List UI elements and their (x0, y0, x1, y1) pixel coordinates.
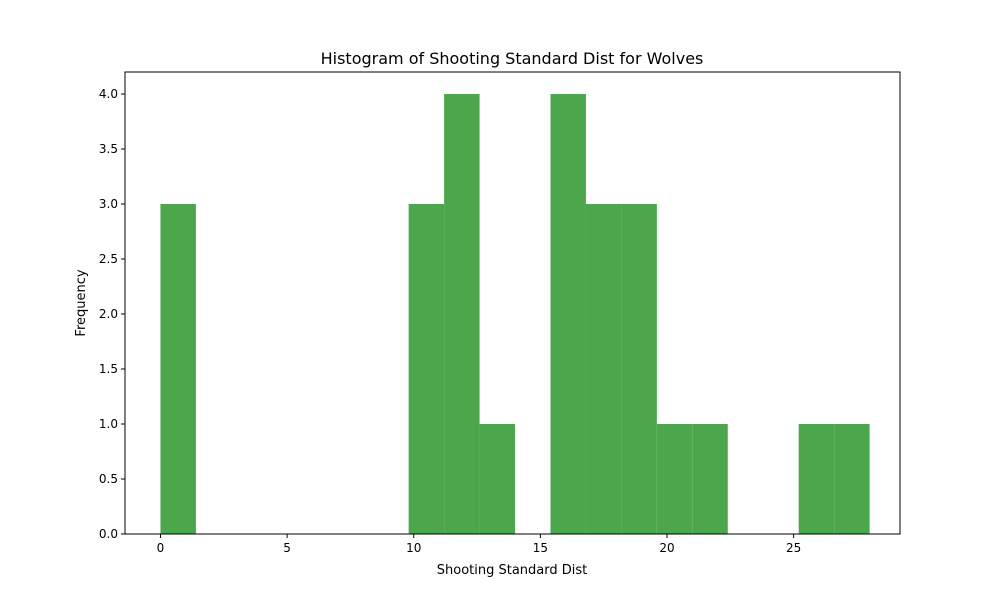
chart-title: Histogram of Shooting Standard Dist for … (321, 49, 704, 68)
y-axis: 0.0 0.5 1.0 1.5 2.0 2.5 3.0 3.5 4.0 (99, 87, 125, 541)
histogram-bar (550, 94, 586, 534)
y-tick-label: 0.5 (99, 472, 118, 486)
y-tick-label: 4.0 (99, 87, 118, 101)
y-tick-label: 0.0 (99, 527, 118, 541)
histogram-bar (585, 204, 622, 534)
x-axis-label: Shooting Standard Dist (437, 563, 588, 578)
y-tick-label: 3.5 (99, 142, 118, 156)
histogram-bar (408, 204, 445, 534)
histogram-bar (834, 424, 870, 534)
y-tick-label: 1.0 (99, 417, 118, 431)
x-tick-label: 0 (157, 541, 165, 555)
histogram-bar (798, 424, 835, 534)
histogram-bar (656, 424, 693, 534)
x-tick-label: 10 (406, 541, 421, 555)
histogram-bar (621, 204, 657, 534)
y-tick-label: 2.0 (99, 307, 118, 321)
plot-frame (124, 71, 901, 535)
x-tick-label: 25 (786, 541, 801, 555)
y-tick-label: 3.0 (99, 197, 118, 211)
y-axis-label: Frequency (74, 269, 89, 336)
y-tick-label: 2.5 (99, 252, 118, 266)
x-tick-label: 5 (283, 541, 291, 555)
x-axis: 0 5 10 15 20 25 (157, 534, 801, 555)
histogram-bar (444, 94, 480, 534)
y-tick-label: 1.5 (99, 362, 118, 376)
histogram-bar (479, 424, 516, 534)
x-tick-label: 20 (659, 541, 674, 555)
histogram-bar (160, 204, 196, 534)
x-tick-label: 15 (533, 541, 548, 555)
histogram-bar (692, 424, 728, 534)
bars-group (160, 94, 870, 534)
